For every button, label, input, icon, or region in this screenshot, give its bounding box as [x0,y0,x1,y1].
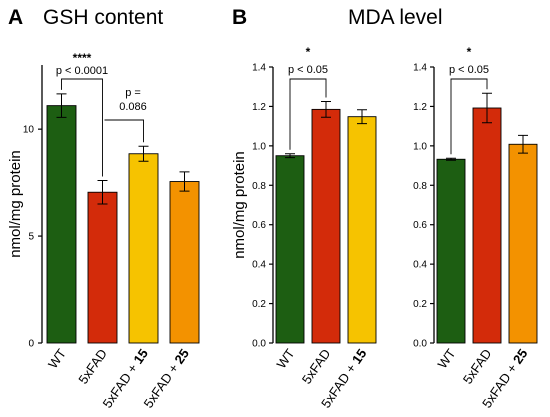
y-tick-label: 0.0 [413,339,427,350]
bar-5xfad-25 [508,143,538,344]
p-value-label: p < 0.05 [449,64,489,76]
y-tick-label: 10 [23,125,35,136]
y-tick-label: 0.6 [252,220,266,231]
y-tick-label: 1.0 [413,141,427,152]
x-label-wt: WT [435,346,459,371]
y-tick-label: 1.2 [413,102,427,113]
y-tick-label: 0.8 [413,181,427,192]
y-tick-label: 0 [28,339,34,350]
bar-5xfad-15 [347,116,377,344]
x-label-5xfad: 5xFAD [460,346,495,387]
y-tick-label: 0.0 [252,339,266,350]
error-bar-5xfad-25 [179,171,190,192]
significance-bracket [61,78,103,177]
bar-5xfad [472,107,502,344]
panel-b-letter: B [232,6,247,29]
x-label-wt: WT [45,346,69,371]
y-tick-label: 5 [28,232,34,243]
error-bar-wt [446,157,456,161]
p-value-label: p < 0.0001 [56,65,108,77]
error-bar-5xfad [321,101,331,118]
mda-chart-15: 0.0 0.2 0.4 0.6 0.8 1.0 1.2 1.4 nmol/mg protein W… [231,45,377,411]
y-tick-label: 1.0 [252,141,266,152]
error-bar-5xfad-15 [138,145,149,162]
significance-stars: * [306,45,311,59]
error-bar-5xfad-25 [518,134,528,154]
y-tick-label: 1.4 [413,63,427,74]
x-label-5xfad: 5xFAD [299,346,334,387]
bar-5xfad-15 [128,153,159,344]
bar-5xfad [311,108,341,344]
y-tick-label: 1.2 [252,102,266,113]
y-tick-label: 1.4 [252,63,266,74]
x-label-wt: WT [274,346,298,371]
y-tick-label: 0.2 [252,299,266,310]
p-value-label: p < 0.05 [288,64,328,76]
p-value-label: p = [125,87,141,99]
y-tick-label: 0.8 [252,181,266,192]
significance-bracket [289,78,327,150]
significance-stars: * [467,45,472,59]
panel-b-title: MDA level [348,6,443,29]
significance-stars: **** [73,51,92,65]
y-tick-label: 0.4 [252,260,266,271]
bar-wt [436,158,466,344]
y-axis-title: nmol/mg protein [231,151,248,259]
bar-5xfad-25 [169,181,200,344]
significance-bracket [104,119,144,143]
error-bar-5xfad [482,92,492,124]
y-tick-label: 0.2 [413,299,427,310]
bar-5xfad [87,191,118,344]
y-tick-label: 0.6 [413,220,427,231]
bar-wt [46,105,77,344]
error-bar-wt [56,93,67,118]
error-bar-5xfad [97,179,108,205]
panel-a-letter: A [8,6,23,29]
x-label-5xfad: 5xFAD [75,346,110,387]
significance-bracket [450,78,488,155]
bar-wt [275,155,305,344]
error-bar-5xfad-15 [357,109,367,125]
y-axis-title: nmol/mg protein [7,150,24,258]
p-value-label: 0.086 [119,101,147,113]
y-tick-label: 0.4 [413,260,427,271]
error-bar-wt [285,153,295,159]
panel-a-title: GSH content [43,6,163,29]
